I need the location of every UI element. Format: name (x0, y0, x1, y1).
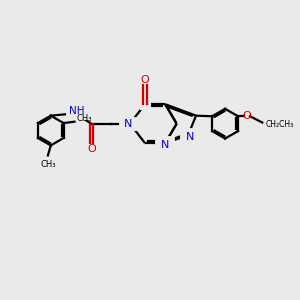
Text: CH₃: CH₃ (40, 160, 56, 169)
Text: O: O (141, 75, 149, 85)
Text: CH₃: CH₃ (77, 114, 92, 123)
Text: O: O (243, 111, 251, 121)
Text: NH: NH (69, 106, 85, 116)
Text: N: N (186, 132, 194, 142)
Text: O: O (87, 144, 96, 154)
Text: N: N (124, 119, 132, 129)
Text: N: N (161, 140, 170, 150)
Text: CH₂CH₃: CH₂CH₃ (265, 120, 293, 129)
